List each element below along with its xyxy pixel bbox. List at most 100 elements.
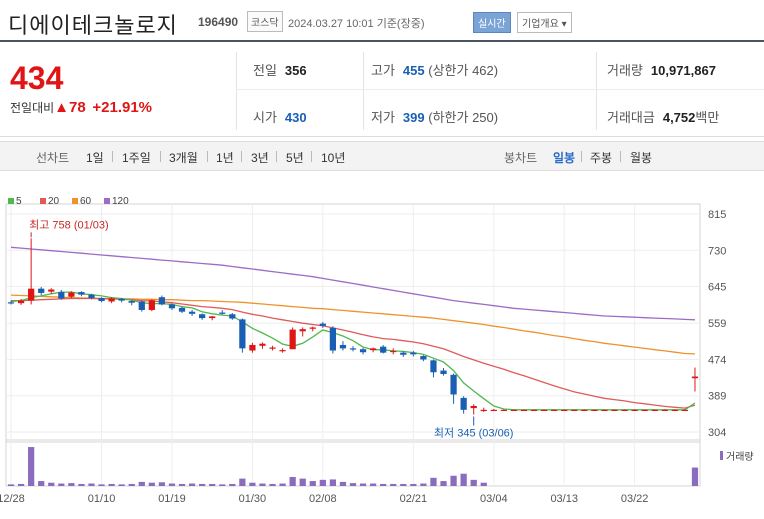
- volume-bar: [470, 479, 477, 486]
- candle-body: [219, 312, 226, 314]
- volume-legend-swatch: [720, 451, 723, 460]
- candle-body: [540, 409, 548, 412]
- candle-body: [671, 409, 678, 412]
- candle-body: [400, 352, 407, 355]
- candle-body: [420, 356, 427, 360]
- volume-bar: [28, 447, 35, 486]
- volume-bar: [199, 483, 206, 486]
- candle-body: [168, 304, 176, 309]
- candle-body: [259, 343, 266, 346]
- period-weekly[interactable]: 주봉: [590, 151, 613, 165]
- candle-body: [158, 297, 166, 305]
- trade-amount: 거래대금 4,752백만: [607, 107, 719, 126]
- candle-body: [460, 397, 467, 410]
- volume-bar: [279, 483, 286, 486]
- realtime-button[interactable]: 실시간: [473, 12, 511, 33]
- legend-label: 5: [16, 196, 22, 207]
- candle-body: [329, 327, 337, 351]
- stock-header: 디에이테크놀로지 196490 코스닥 2024.03.27 10:01 기준(…: [0, 0, 764, 42]
- legend-label: 60: [80, 196, 92, 207]
- x-tick-label: 03/04: [480, 493, 508, 505]
- legend-swatch: [72, 198, 78, 204]
- legend-swatch: [104, 198, 110, 204]
- legend-swatch: [40, 198, 46, 204]
- volume-bar: [440, 481, 447, 486]
- candle-body: [118, 298, 125, 301]
- volume-bar: [128, 483, 135, 486]
- company-info-dropdown[interactable]: 기업개요 ▾: [517, 12, 572, 33]
- price-change: 전일대비▲78 +21.91%: [10, 99, 152, 116]
- divider: [620, 151, 621, 162]
- candle-body: [178, 307, 186, 312]
- volume-bar: [289, 476, 296, 486]
- volume-bar: [400, 483, 407, 486]
- y-tick-label: 645: [708, 282, 726, 294]
- candle-body: [289, 329, 296, 350]
- volume-bar: [168, 483, 176, 486]
- change-value: ▲78: [54, 99, 86, 116]
- volume-bar: [188, 483, 196, 486]
- x-tick-label: 03/22: [621, 493, 649, 505]
- y-tick-label: 474: [708, 354, 726, 366]
- ma120-line: [10, 246, 696, 321]
- candle-body: [98, 298, 105, 302]
- volume-value: 10,971,867: [650, 63, 716, 78]
- divider: [581, 151, 582, 162]
- volume-legend-label: 거래량: [726, 451, 754, 463]
- y-tick-label: 304: [708, 427, 726, 439]
- volume-bar: [219, 484, 226, 486]
- candle-body: [601, 409, 608, 412]
- candle-body: [48, 289, 55, 292]
- candle-chart-label: 봉차트: [504, 151, 538, 165]
- period-5y[interactable]: 5년: [286, 151, 304, 165]
- volume-bar: [480, 482, 487, 486]
- candle-body: [641, 409, 648, 412]
- period-3y[interactable]: 3년: [251, 151, 269, 165]
- volume-bar: [148, 482, 155, 486]
- divider: [236, 89, 764, 90]
- ma60-line: [10, 294, 696, 355]
- period-daily[interactable]: 일봉: [553, 151, 576, 165]
- volume-bar: [410, 483, 417, 486]
- candle-body: [209, 316, 216, 319]
- volume-bar: [309, 481, 316, 486]
- volume-bar: [339, 481, 347, 486]
- volume-bar: [48, 482, 55, 486]
- period-1y[interactable]: 1년: [216, 151, 234, 165]
- candle-body: [621, 409, 628, 412]
- lower-limit: (하한가 250): [428, 110, 499, 125]
- amount-label: 거래대금: [607, 110, 655, 125]
- candle-body: [390, 350, 397, 353]
- period-monthly[interactable]: 월봉: [630, 151, 653, 165]
- candle-body: [68, 292, 75, 297]
- candle-body: [691, 376, 699, 379]
- candle-body: [188, 311, 196, 314]
- period-bar: 선차트 1일 1주일 3개월 1년 3년 5년 10년 봉차트 일봉 주봉 월봉: [0, 141, 764, 171]
- candle-body: [561, 409, 568, 412]
- volume-bar: [691, 467, 699, 486]
- period-1w[interactable]: 1주일: [122, 151, 151, 165]
- divider: [236, 52, 237, 130]
- candle-body: [551, 409, 558, 412]
- candle-body: [319, 323, 326, 326]
- volume-bar: [299, 478, 306, 486]
- volume-bar: [58, 483, 65, 486]
- high-price: 고가 455 (상한가 462): [371, 60, 498, 79]
- line-chart-label: 선차트: [36, 151, 70, 165]
- candle-body: [581, 409, 588, 412]
- candle-body: [17, 300, 25, 304]
- volume: 거래량 10,971,867: [607, 60, 716, 79]
- period-1d[interactable]: 1일: [86, 151, 104, 165]
- x-tick-label: 02/08: [309, 493, 337, 505]
- volume-bar: [17, 483, 25, 486]
- y-tick-label: 559: [708, 318, 726, 330]
- candle-body: [108, 298, 115, 302]
- low-price: 저가 399 (하한가 250): [371, 107, 498, 126]
- candle-body: [450, 374, 457, 395]
- period-3m[interactable]: 3개월: [169, 151, 198, 165]
- period-10y[interactable]: 10년: [321, 151, 346, 165]
- divider: [160, 151, 161, 162]
- candle-body: [369, 348, 377, 351]
- candle-body: [38, 288, 45, 293]
- volume-bar: [259, 483, 266, 486]
